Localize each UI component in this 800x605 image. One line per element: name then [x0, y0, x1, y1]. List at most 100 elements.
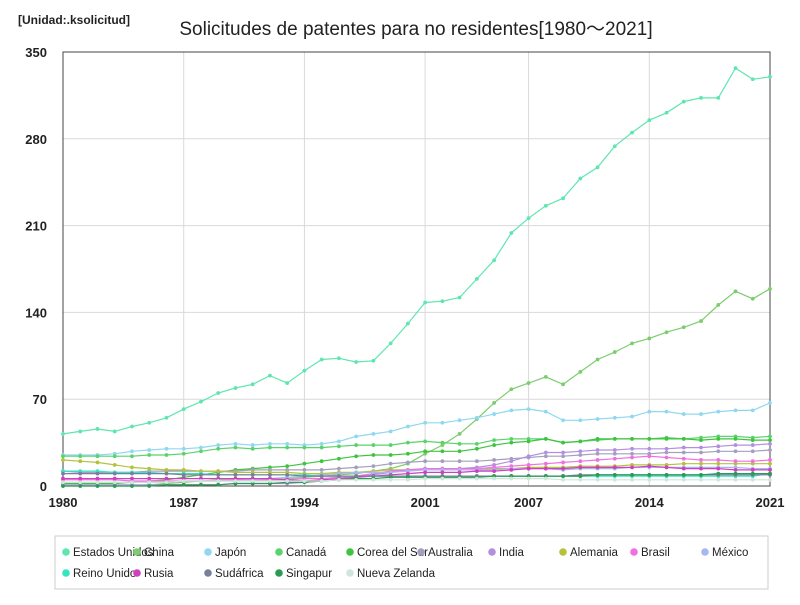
data-point — [440, 476, 445, 481]
data-point — [595, 465, 600, 470]
x-tick-label: 1994 — [290, 495, 320, 510]
data-point — [440, 459, 445, 464]
data-point — [578, 477, 583, 482]
data-point — [285, 441, 290, 446]
data-point — [474, 469, 479, 474]
data-point — [733, 443, 738, 447]
data-point — [233, 479, 238, 483]
data-point — [543, 203, 548, 208]
data-point — [578, 439, 583, 444]
data-point — [492, 438, 496, 443]
data-point — [164, 476, 169, 481]
data-point — [233, 386, 238, 390]
legend-label: Canadá — [286, 547, 327, 559]
data-point — [561, 450, 565, 455]
data-point — [699, 445, 703, 450]
data-point — [474, 446, 479, 451]
data-point — [250, 382, 255, 387]
data-point — [319, 474, 324, 478]
data-point — [354, 477, 359, 482]
legend-item: Brasil — [630, 547, 670, 559]
data-point — [664, 465, 669, 470]
legend-label: Singapur — [286, 568, 332, 580]
data-point — [61, 458, 65, 462]
data-point — [699, 412, 703, 416]
data-point — [492, 401, 496, 405]
data-point — [647, 409, 652, 414]
legend-item: Singapur — [275, 568, 332, 580]
data-point — [733, 289, 738, 294]
data-point — [509, 467, 514, 472]
data-point — [250, 472, 255, 477]
data-point — [716, 466, 721, 471]
y-tick-label: 140 — [25, 305, 47, 320]
data-point — [526, 466, 531, 471]
data-point — [768, 467, 772, 472]
data-point — [699, 95, 703, 100]
data-point — [95, 427, 100, 431]
data-point — [750, 467, 755, 472]
data-point — [216, 469, 221, 474]
data-point — [199, 482, 203, 487]
data-point — [250, 443, 255, 447]
data-point — [474, 415, 479, 420]
legend-item: Sudáfrica — [204, 568, 264, 580]
data-point — [612, 451, 617, 456]
data-point — [716, 436, 721, 441]
legend-swatch — [488, 548, 496, 556]
data-point — [371, 464, 376, 469]
y-tick-label: 210 — [25, 219, 47, 234]
data-point — [371, 443, 376, 447]
data-point — [216, 472, 221, 477]
data-point — [164, 480, 169, 485]
data-point — [768, 441, 772, 446]
data-point — [509, 231, 514, 235]
data-point — [561, 460, 565, 465]
data-point — [630, 446, 634, 451]
data-point — [130, 449, 134, 454]
legend-label: Nueva Zelanda — [357, 568, 436, 580]
x-tick-label: 2007 — [514, 495, 543, 510]
data-point — [716, 449, 721, 454]
legend-label: Sudáfrica — [215, 568, 264, 580]
data-point — [768, 401, 772, 405]
data-point — [681, 325, 686, 330]
data-point — [164, 453, 169, 457]
data-point — [337, 356, 341, 361]
data-point — [681, 445, 686, 450]
data-point — [630, 477, 634, 482]
data-point — [250, 446, 255, 451]
data-point — [371, 432, 376, 436]
data-point — [181, 479, 186, 483]
data-point — [457, 295, 462, 300]
data-point — [664, 330, 669, 335]
data-point — [337, 466, 341, 471]
data-point — [750, 443, 755, 447]
data-point — [578, 459, 583, 464]
data-point — [164, 415, 169, 420]
data-point — [457, 459, 462, 464]
legend-label: México — [712, 547, 748, 559]
data-point — [750, 408, 755, 413]
data-point — [699, 472, 703, 477]
legend-item: Australia — [417, 547, 473, 559]
x-tick-label: 2021 — [756, 495, 785, 510]
data-point — [130, 465, 134, 470]
data-point — [595, 448, 600, 452]
data-point — [440, 299, 445, 304]
data-point — [440, 440, 445, 445]
data-point — [78, 429, 83, 434]
data-point — [716, 471, 721, 476]
data-point — [164, 471, 169, 476]
data-point — [233, 472, 238, 477]
legend-swatch — [417, 548, 425, 556]
data-point — [61, 480, 65, 485]
data-point — [423, 420, 428, 425]
data-point — [647, 118, 652, 123]
legend-label: Japón — [215, 547, 246, 559]
data-point — [78, 484, 83, 488]
legend-item: Alemania — [559, 547, 619, 559]
data-point — [405, 451, 410, 456]
